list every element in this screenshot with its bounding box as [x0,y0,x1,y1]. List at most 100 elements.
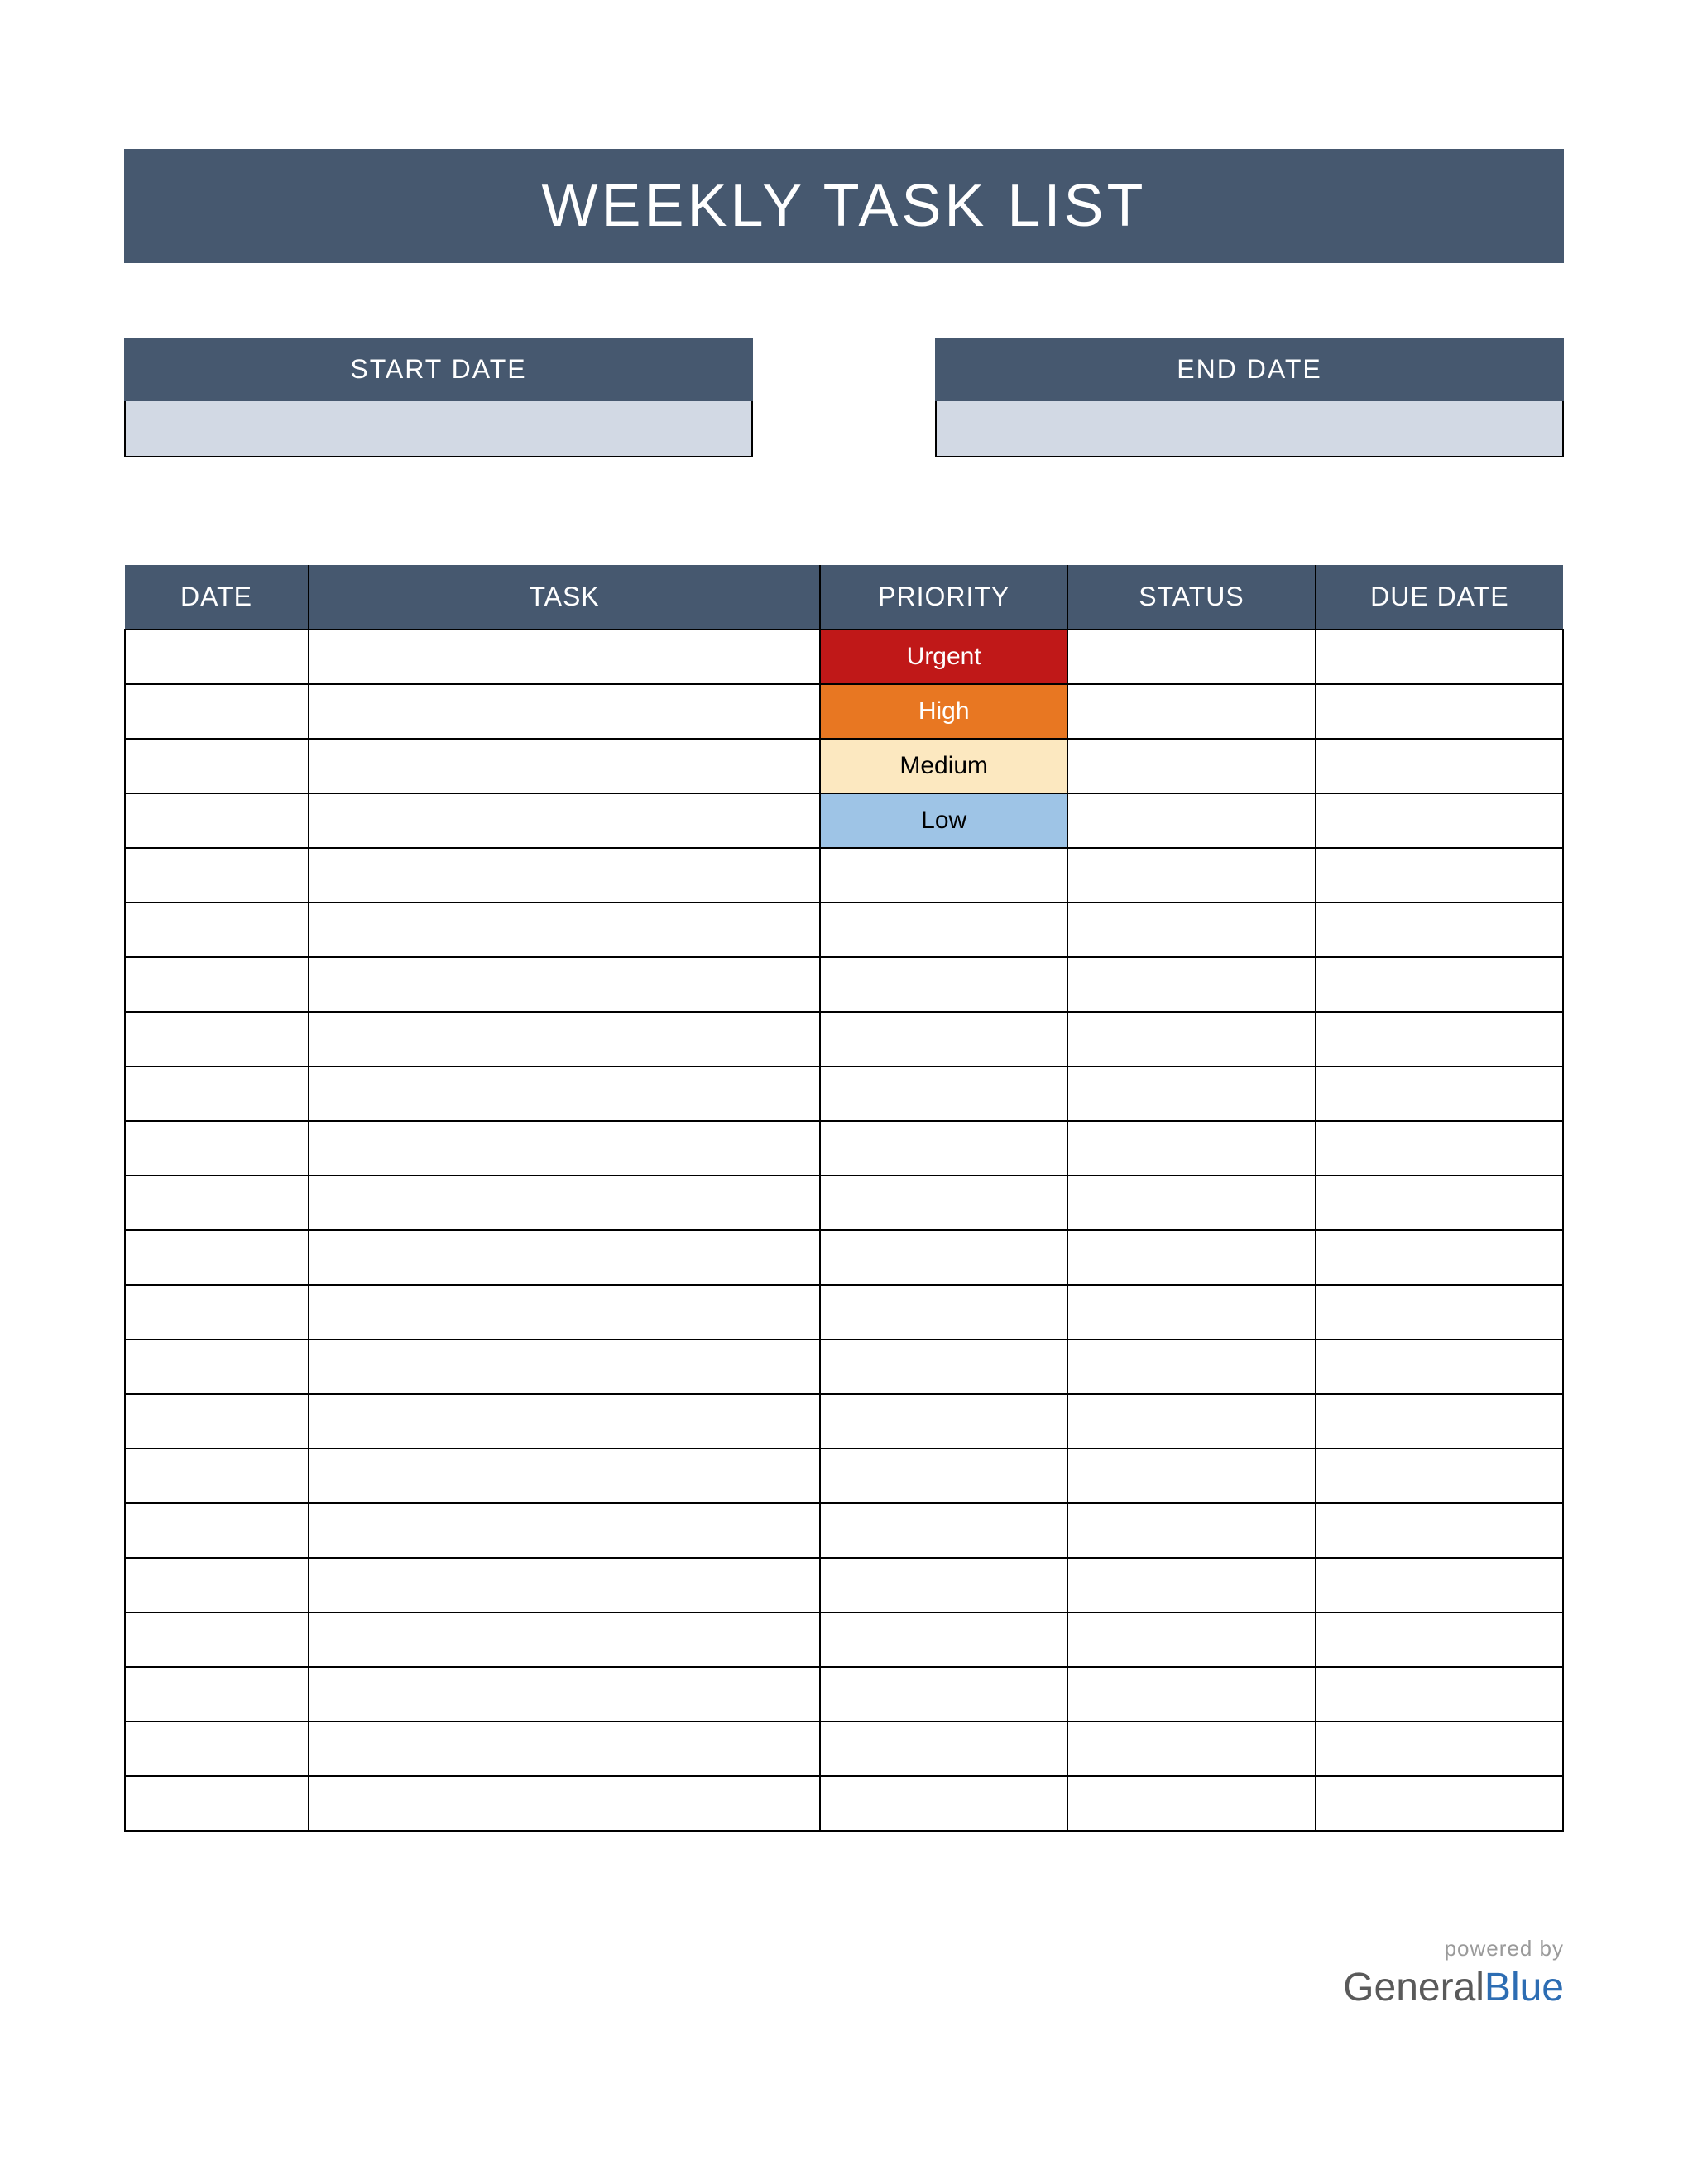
cell-priority[interactable]: High [820,684,1067,739]
cell-status[interactable] [1067,903,1315,957]
cell-task[interactable] [309,1503,820,1558]
cell-due[interactable] [1316,1503,1563,1558]
cell-status[interactable] [1067,1558,1315,1612]
cell-status[interactable] [1067,1066,1315,1121]
cell-date[interactable] [125,1612,309,1667]
cell-due[interactable] [1316,1285,1563,1339]
cell-priority[interactable] [820,1667,1067,1722]
cell-due[interactable] [1316,1394,1563,1449]
cell-date[interactable] [125,1285,309,1339]
cell-status[interactable] [1067,848,1315,903]
cell-date[interactable] [125,1066,309,1121]
cell-date[interactable] [125,957,309,1012]
cell-due[interactable] [1316,1066,1563,1121]
cell-date[interactable] [125,1722,309,1776]
cell-status[interactable] [1067,793,1315,848]
cell-due[interactable] [1316,903,1563,957]
cell-date[interactable] [125,1503,309,1558]
cell-status[interactable] [1067,739,1315,793]
cell-due[interactable] [1316,630,1563,684]
cell-priority[interactable] [820,1285,1067,1339]
cell-priority[interactable] [820,1558,1067,1612]
cell-priority[interactable] [820,1066,1067,1121]
cell-due[interactable] [1316,957,1563,1012]
cell-task[interactable] [309,1285,820,1339]
cell-priority[interactable] [820,1722,1067,1776]
cell-date[interactable] [125,1394,309,1449]
cell-date[interactable] [125,793,309,848]
cell-priority[interactable]: Medium [820,739,1067,793]
cell-date[interactable] [125,1667,309,1722]
cell-task[interactable] [309,1012,820,1066]
cell-task[interactable] [309,793,820,848]
cell-priority[interactable] [820,1230,1067,1285]
cell-status[interactable] [1067,1012,1315,1066]
cell-status[interactable] [1067,1176,1315,1230]
cell-due[interactable] [1316,1667,1563,1722]
cell-due[interactable] [1316,793,1563,848]
cell-priority[interactable] [820,1449,1067,1503]
cell-status[interactable] [1067,1667,1315,1722]
cell-task[interactable] [309,848,820,903]
cell-priority[interactable] [820,1121,1067,1176]
cell-date[interactable] [125,739,309,793]
cell-status[interactable] [1067,1722,1315,1776]
cell-date[interactable] [125,848,309,903]
cell-date[interactable] [125,1339,309,1394]
cell-status[interactable] [1067,630,1315,684]
cell-due[interactable] [1316,1558,1563,1612]
cell-status[interactable] [1067,1339,1315,1394]
cell-priority[interactable] [820,1176,1067,1230]
cell-task[interactable] [309,1230,820,1285]
cell-date[interactable] [125,1012,309,1066]
cell-task[interactable] [309,1394,820,1449]
end-date-input[interactable] [935,401,1564,457]
cell-due[interactable] [1316,1722,1563,1776]
cell-task[interactable] [309,957,820,1012]
cell-date[interactable] [125,1176,309,1230]
start-date-input[interactable] [124,401,753,457]
cell-date[interactable] [125,903,309,957]
cell-task[interactable] [309,1339,820,1394]
cell-due[interactable] [1316,848,1563,903]
cell-priority[interactable] [820,1776,1067,1831]
cell-priority[interactable]: Urgent [820,630,1067,684]
cell-status[interactable] [1067,1285,1315,1339]
cell-priority[interactable] [820,1612,1067,1667]
cell-task[interactable] [309,1776,820,1831]
cell-task[interactable] [309,1449,820,1503]
cell-due[interactable] [1316,1339,1563,1394]
cell-task[interactable] [309,903,820,957]
cell-status[interactable] [1067,1503,1315,1558]
cell-task[interactable] [309,684,820,739]
cell-task[interactable] [309,1066,820,1121]
cell-status[interactable] [1067,1121,1315,1176]
cell-task[interactable] [309,630,820,684]
cell-due[interactable] [1316,1230,1563,1285]
cell-due[interactable] [1316,1176,1563,1230]
cell-date[interactable] [125,1121,309,1176]
cell-task[interactable] [309,1558,820,1612]
cell-status[interactable] [1067,957,1315,1012]
cell-date[interactable] [125,1776,309,1831]
cell-priority[interactable]: Low [820,793,1067,848]
cell-due[interactable] [1316,1612,1563,1667]
cell-priority[interactable] [820,1394,1067,1449]
cell-task[interactable] [309,1612,820,1667]
cell-priority[interactable] [820,957,1067,1012]
cell-date[interactable] [125,630,309,684]
cell-task[interactable] [309,1667,820,1722]
cell-due[interactable] [1316,1776,1563,1831]
cell-status[interactable] [1067,1776,1315,1831]
cell-date[interactable] [125,1449,309,1503]
cell-status[interactable] [1067,1612,1315,1667]
cell-date[interactable] [125,1558,309,1612]
cell-priority[interactable] [820,1012,1067,1066]
cell-status[interactable] [1067,1394,1315,1449]
cell-status[interactable] [1067,684,1315,739]
cell-priority[interactable] [820,848,1067,903]
cell-due[interactable] [1316,739,1563,793]
cell-task[interactable] [309,1121,820,1176]
cell-priority[interactable] [820,1339,1067,1394]
cell-date[interactable] [125,684,309,739]
